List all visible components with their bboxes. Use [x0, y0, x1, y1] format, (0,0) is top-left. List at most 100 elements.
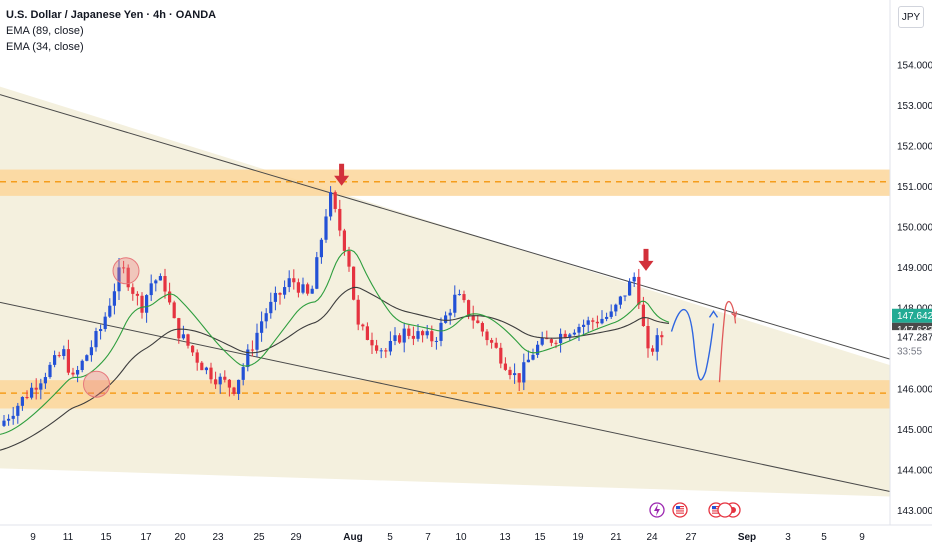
price-badge-background [892, 330, 932, 345]
candle-body [181, 334, 185, 339]
time-tick-label: 13 [499, 532, 511, 543]
time-tick-label: 21 [610, 532, 622, 543]
candle-body [117, 267, 121, 292]
candle-body [444, 315, 448, 323]
candle-body [471, 315, 475, 321]
channel-lower-line [0, 301, 891, 493]
candle-body [241, 367, 245, 380]
flag-stripe [676, 510, 684, 512]
price-tick-label: 149.000 [897, 263, 932, 274]
ema-89-legend[interactable]: EMA (89, close) [6, 25, 84, 37]
support-zone [0, 380, 890, 409]
candle-body [7, 418, 11, 421]
time-tick-label: 29 [290, 532, 302, 543]
time-tick-label: 25 [253, 532, 265, 543]
candle-body [103, 316, 107, 330]
candle-body [214, 379, 218, 385]
time-tick-label: Sep [738, 532, 756, 543]
candle-body [232, 387, 236, 394]
candle-body [660, 335, 664, 338]
price-badge-label: 147.642 [897, 311, 932, 322]
candle-body [53, 355, 57, 365]
time-tick-label: 3 [785, 532, 791, 543]
candle-body [467, 300, 471, 316]
candle-body [651, 348, 655, 352]
time-tick-label: 24 [646, 532, 658, 543]
candle-body [223, 376, 227, 380]
us-flag-icon [717, 502, 733, 518]
candle-body [269, 301, 273, 314]
candle-body [57, 355, 61, 357]
candle-body [112, 291, 116, 306]
candle-body [448, 312, 452, 316]
candle-body [85, 355, 89, 361]
candle-body [582, 324, 586, 327]
resistance-zone [0, 169, 890, 196]
candle-body [191, 345, 195, 353]
candle-body [365, 326, 369, 340]
candle-body [352, 266, 356, 300]
price-tick-label: 146.000 [897, 384, 932, 395]
candle-body [480, 323, 484, 332]
candle-body [154, 280, 158, 284]
candle-body [655, 335, 659, 352]
lightning-icon [649, 502, 665, 518]
candle-body [342, 230, 346, 251]
candle-body [76, 370, 80, 375]
candle-body [586, 320, 590, 325]
candle-body [411, 335, 415, 339]
highlight-circle [112, 257, 140, 285]
time-tick-label: Aug [343, 532, 362, 543]
candle-body [416, 331, 420, 339]
candle-body [246, 349, 250, 368]
candle-body [250, 349, 254, 351]
flag-stripe [712, 512, 720, 514]
price-tick-label: 143.000 [897, 506, 932, 517]
lightning-glyph [654, 504, 660, 516]
time-tick-label: 15 [100, 532, 112, 543]
candle-body [384, 350, 388, 352]
price-tick-label: 152.000 [897, 141, 932, 152]
candle-body [628, 281, 632, 296]
time-tick-label: 9 [30, 532, 36, 543]
candle-body [34, 387, 38, 390]
time-tick-label: 10 [455, 532, 467, 543]
candle-body [209, 367, 213, 380]
candle-body [531, 354, 535, 360]
candle-body [407, 328, 411, 336]
currency-button[interactable]: JPY [898, 6, 924, 28]
time-tick-label: 9 [859, 532, 865, 543]
candle-body [572, 332, 576, 335]
candle-body [453, 294, 457, 313]
candle-body [434, 340, 438, 342]
symbol-title[interactable]: U.S. Dollar / Japanese Yen · 4h · OANDA [6, 9, 217, 21]
candle-body [195, 352, 199, 363]
candle-body [499, 347, 503, 364]
ema-34-legend[interactable]: EMA (34, close) [6, 41, 84, 53]
flag-canton [712, 506, 716, 509]
candle-body [600, 318, 604, 324]
price-badge: 33:55 [892, 344, 932, 359]
candle-body [508, 369, 512, 376]
candle-body [595, 321, 599, 324]
candles [2, 186, 664, 428]
time-axis: 9 11 15 17 20 23 25 29 Aug 5 7 10 13 15 19 21 24 27 Sep 3 5 9 [0, 524, 932, 550]
projection-red-arrowhead [731, 311, 738, 318]
candle-body [296, 282, 300, 293]
candle-body [158, 276, 162, 281]
candle-body [324, 216, 328, 240]
price-tick-label: 154.000 [897, 60, 932, 71]
candle-body [568, 334, 572, 338]
candle-body [237, 379, 241, 394]
flag-stripe [676, 512, 684, 514]
candle-body [39, 383, 43, 390]
candle-body [11, 415, 15, 419]
us-flag-icon [672, 502, 688, 518]
projection-blue-path [670, 308, 715, 381]
candle-body [623, 295, 627, 297]
time-axis-background [0, 525, 932, 550]
time-tick-label: 5 [821, 532, 827, 543]
down-arrow-icon [334, 163, 350, 186]
